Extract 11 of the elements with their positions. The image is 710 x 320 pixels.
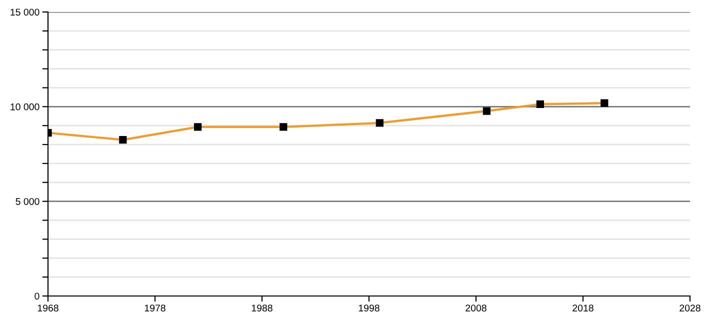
y-tick-label: 5 000 (16, 198, 40, 205)
y-tick-label: 15 000 (10, 8, 40, 16)
x-tick-label: 2008 (466, 304, 486, 312)
x-tick-label: 1968 (38, 304, 58, 312)
x-tick-label: 1978 (144, 304, 166, 312)
x-tick-label: 1998 (358, 304, 380, 312)
x-tick-label: 2028 (680, 304, 700, 312)
x-tick-label: 1988 (252, 304, 272, 312)
x-tick-label: 2018 (572, 304, 594, 312)
y-tick-label: 0 (34, 292, 40, 300)
y-tick-label: 10 000 (10, 103, 40, 110)
